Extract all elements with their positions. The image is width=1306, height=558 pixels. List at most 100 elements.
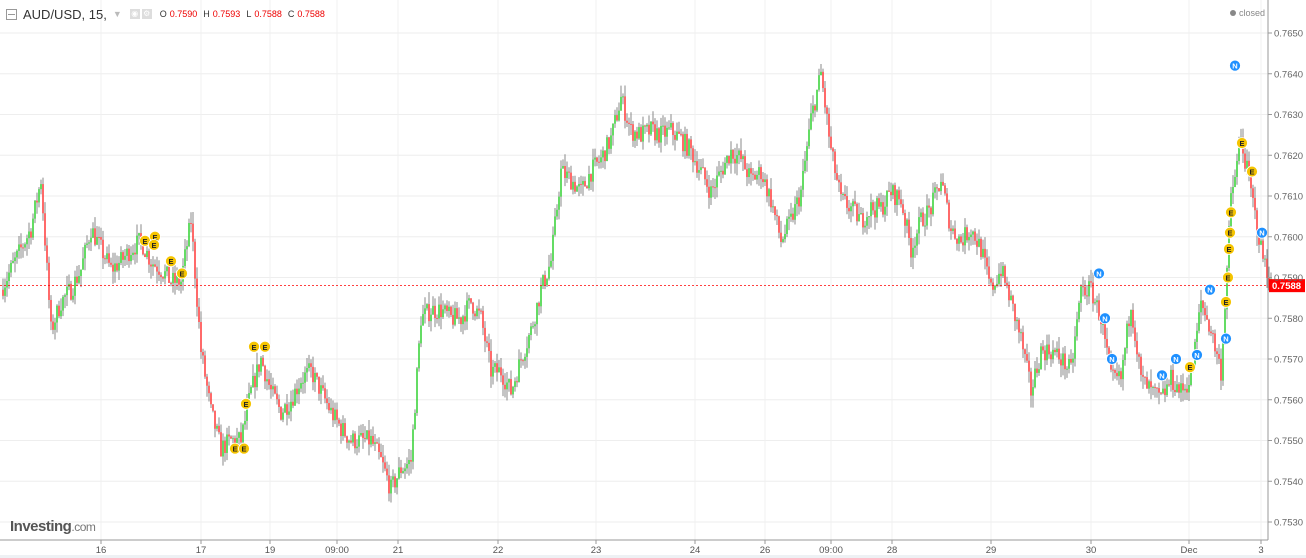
candle-body [1040, 346, 1042, 370]
candle-body [842, 193, 844, 195]
candle-body [588, 174, 590, 189]
x-tick-label: 19 [265, 545, 276, 556]
candle-body [376, 442, 378, 444]
candle-body [1086, 295, 1088, 297]
candle-body [1144, 376, 1146, 378]
candle-body [22, 247, 24, 249]
event-marker-letter: E [243, 400, 248, 409]
candle-body [8, 272, 10, 281]
candle-body [1188, 384, 1190, 393]
candle-body [50, 299, 52, 322]
eye-icon[interactable]: ◉ [129, 9, 140, 19]
candle-body [192, 223, 194, 242]
candle-body [610, 135, 612, 149]
candle-body [1198, 312, 1200, 331]
candle-body [486, 341, 488, 343]
candle-body [1260, 240, 1262, 245]
candle-body [228, 434, 230, 437]
candle-body [294, 388, 296, 406]
candle-body [400, 467, 402, 473]
candle-body [1088, 281, 1090, 297]
last-price-badge [1269, 279, 1305, 293]
news-event-marker [1093, 267, 1105, 280]
candle-body [660, 125, 662, 143]
candle-body [312, 366, 314, 383]
candle-body [154, 264, 156, 267]
candle-body [770, 189, 772, 208]
y-tick-label: 0.7650 [1274, 29, 1303, 40]
candle-body [662, 125, 664, 127]
candle-body [306, 367, 308, 373]
collapse-icon[interactable] [6, 8, 17, 20]
candle-body [532, 326, 534, 328]
candle-body [746, 169, 748, 178]
candle-body [322, 385, 324, 389]
candle-body [570, 172, 572, 190]
candle-body [354, 433, 356, 449]
candle-body [640, 127, 642, 142]
candle-body [652, 121, 654, 125]
candle-body [950, 228, 952, 231]
candle-body [426, 304, 428, 309]
candle-body [464, 316, 466, 322]
candle-body [744, 156, 746, 170]
candle-body [808, 129, 810, 147]
candle-body [330, 407, 332, 411]
event-marker-letter: E [179, 269, 184, 278]
candle-body [796, 197, 798, 205]
candle-body [890, 191, 892, 196]
candle-body [302, 382, 304, 384]
event-marker-letter: E [1249, 168, 1254, 177]
candle-body [404, 468, 406, 472]
candle-body [984, 248, 986, 258]
candle-body [244, 420, 246, 425]
candle-body [350, 440, 352, 443]
candle-body [98, 236, 100, 238]
candle-body [138, 233, 140, 236]
candle-body [650, 121, 652, 135]
candle-body [706, 179, 708, 187]
candle-body [470, 298, 472, 303]
candle-body [460, 317, 462, 325]
candle-body [1184, 388, 1186, 391]
gear-icon[interactable]: ⚙ [141, 9, 152, 19]
candle-body [324, 388, 326, 399]
candle-body [1254, 197, 1256, 211]
candle-body [848, 207, 850, 212]
candle-body [224, 440, 226, 453]
candle-body [772, 206, 774, 208]
candle-body [188, 222, 190, 247]
candle-body [554, 216, 556, 235]
chevron-down-icon[interactable]: ▼ [112, 9, 122, 19]
candle-body [862, 213, 864, 228]
symbol-label[interactable]: AUD/USD, 15, [23, 6, 107, 22]
candle-body [422, 314, 424, 326]
candle-body [930, 207, 932, 215]
candle-body [122, 252, 124, 260]
candle-body [1132, 309, 1134, 328]
candle-body [494, 363, 496, 367]
candle-body [716, 175, 718, 188]
candle-body [512, 386, 514, 395]
economic-event-marker [1222, 271, 1234, 284]
candle-body [800, 189, 802, 207]
candle-body [316, 372, 318, 377]
candle-body [1204, 308, 1206, 316]
candle-body [362, 433, 364, 438]
candle-body [900, 199, 902, 205]
candle-body [704, 167, 706, 180]
candle-body [432, 305, 434, 315]
candle-body [240, 432, 242, 443]
candle-body [694, 161, 696, 163]
candle-body [142, 238, 144, 255]
candle-body [116, 263, 118, 271]
candle-body [602, 150, 604, 158]
candle-body [454, 308, 456, 325]
candle-body [922, 212, 924, 226]
candle-body [286, 404, 288, 415]
candle-body [1224, 309, 1226, 340]
candle-body [780, 232, 782, 242]
candle-body [32, 218, 34, 238]
